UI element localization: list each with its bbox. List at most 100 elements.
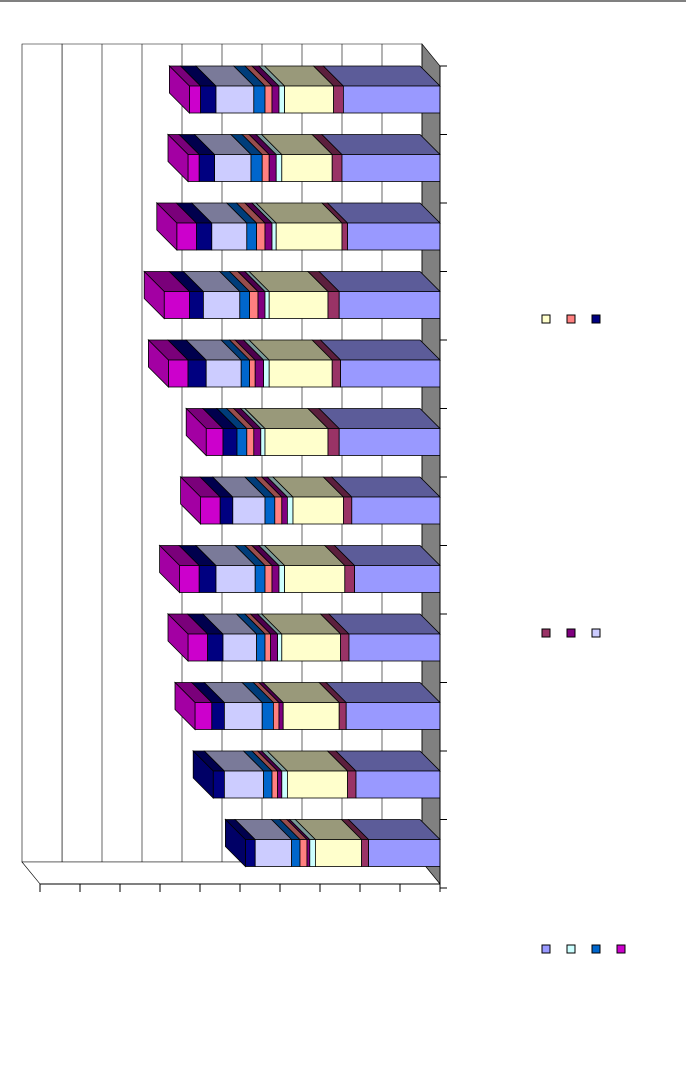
bar-segment [202,291,241,319]
bar-segment [195,222,213,251]
bar-segment [261,154,270,182]
bar-segment [246,428,255,456]
bar-segment [306,839,311,867]
bar-segment [271,85,280,114]
legend-swatch [566,628,576,638]
bar-segment [167,359,189,388]
bar-segment [327,291,340,319]
bar-segment [261,702,274,730]
bar-segment [240,359,250,388]
bar-segment [281,633,341,662]
bar-segment [275,222,343,251]
bar-segment [282,702,340,730]
legend-swatch [566,314,576,324]
bar-segment [345,702,441,730]
bar-segment [286,496,294,525]
bar-segment [254,839,292,867]
bar-segment [187,359,207,388]
bar-segment [246,222,258,251]
bar-segment [278,702,284,730]
bar-segment [314,839,362,867]
bar-segment [176,222,197,251]
bar-end-cap [174,681,196,731]
bar-segment [268,359,333,388]
bar-top-face [326,202,441,224]
side-wall [21,43,63,863]
bar-segment [222,428,238,456]
bar-segment [254,565,266,593]
bar-segment [253,85,266,114]
legend-swatch [616,944,626,954]
bar-segment [272,702,280,730]
bar-segment [236,428,248,456]
bar-segment [333,85,344,114]
bar-top-face [321,134,441,155]
bar-segment [264,428,329,456]
bar-segment [271,565,280,593]
bar-segment [347,770,357,799]
bar-segment [264,633,271,662]
bar-segment [277,633,283,662]
bar-end-cap [159,544,181,594]
bar-segment [281,496,288,525]
bar-top-face [318,271,441,292]
bar-segment [250,154,263,182]
bar-segment [281,770,288,799]
bar-end-cap [167,133,189,183]
bar-segment [163,291,190,319]
bar-end-cap [167,613,189,662]
legend-swatch [591,628,601,638]
bar-segment [271,770,278,799]
bar-segment [341,222,348,251]
bar-segment [354,565,441,593]
bar-segment [260,428,266,456]
bar-segment [270,633,279,662]
bar-segment [344,565,355,593]
chart-legend [541,314,626,954]
bar-top-face [328,613,441,635]
bar-segment [351,496,441,525]
legend-swatch [541,628,551,638]
bar-segment [292,496,344,525]
bar-segment [187,154,200,182]
bar-top-face [322,65,441,87]
bar-segment [338,428,441,456]
bar-segment [257,291,266,319]
bar-segment [284,565,346,593]
bar-segment [268,291,329,319]
bar-segment [187,633,209,662]
legend-swatch [591,944,601,954]
legend-swatch [566,944,576,954]
bar-segment [264,496,276,525]
bar-segment [327,428,340,456]
bar-segment [198,154,215,182]
chart-axes [39,65,447,892]
bar-end-cap [168,65,190,114]
bar-segment [188,85,201,114]
bar-segment [200,496,221,525]
bar-segment [212,770,225,799]
bar-segment [331,154,343,182]
bar-segment [264,565,273,593]
bar-segment [256,633,266,662]
bar-segment [211,702,225,730]
bar-segment [223,702,263,730]
bar-segment [278,85,285,114]
bar-segment [249,359,256,388]
bar-segment [244,839,256,867]
bar-segment [277,770,283,799]
bar-segment [239,291,251,319]
bar-segment [281,154,333,182]
bar-segment [338,291,441,319]
bar-segment [299,839,308,867]
bar-segment [278,565,285,593]
bar-segment [348,633,441,662]
bar-segment [274,496,283,525]
legend-swatch [591,314,601,324]
bar-segment [271,222,277,251]
bar-segment [188,291,204,319]
bar-end-cap [180,476,202,525]
bar-segment [340,633,350,662]
bar-segment [263,359,270,388]
